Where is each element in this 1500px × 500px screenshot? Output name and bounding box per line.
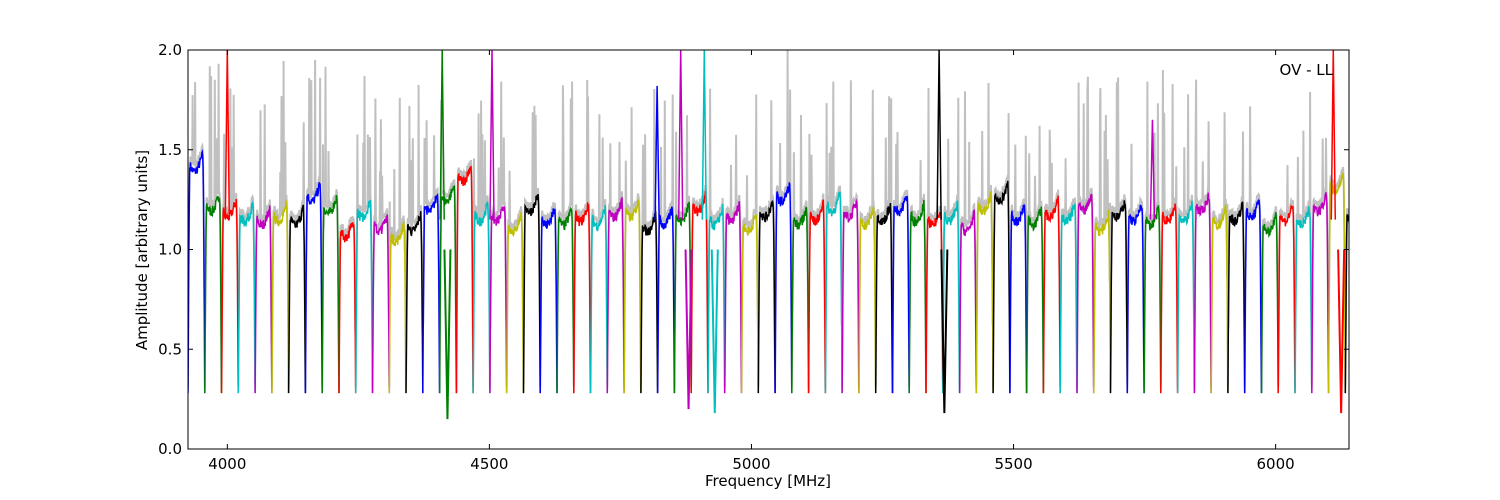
subband-series-30 — [690, 190, 709, 394]
subband-series-44 — [925, 211, 944, 394]
y-tick-label: 0.5 — [158, 340, 182, 358]
subband-series-group — [188, 50, 1349, 420]
subband-series-19 — [505, 212, 525, 394]
subband-series-61 — [1210, 204, 1229, 394]
subband-series-55 — [1109, 200, 1129, 394]
subband-series-18 — [489, 206, 508, 394]
subband-series-3 — [237, 200, 256, 394]
spike-1 — [439, 50, 445, 220]
subband-series-50 — [1025, 206, 1045, 394]
subband-series-63 — [1243, 198, 1263, 394]
subband-series-56 — [1126, 204, 1145, 394]
spike-5 — [701, 50, 708, 220]
subband-series-42 — [891, 195, 910, 394]
subband-series-35 — [774, 182, 793, 394]
subband-series-17 — [472, 201, 491, 394]
subband-series-16 — [455, 165, 474, 394]
dip-1 — [684, 249, 693, 410]
subband-series-31 — [707, 203, 726, 394]
subband-series-13 — [405, 211, 424, 394]
subband-series-32 — [723, 201, 743, 394]
subband-series-52 — [1059, 203, 1078, 394]
subband-series-28 — [656, 206, 676, 394]
x-tick-label: 4000 — [208, 455, 246, 473]
subband-series-38 — [824, 191, 843, 394]
subband-series-49 — [1009, 204, 1028, 394]
subband-series-12 — [388, 221, 407, 394]
subband-series-67 — [1311, 192, 1330, 394]
subband-series-58 — [1160, 203, 1179, 394]
subband-series-11 — [371, 214, 391, 394]
subband-series-22 — [556, 206, 575, 394]
x-axis-ticks: 4000 4500 5000 5500 6000 — [208, 50, 1295, 473]
spike-6 — [936, 50, 942, 220]
subband-series-20 — [522, 194, 541, 394]
x-tick-label: 5000 — [732, 455, 770, 473]
x-tick-label: 6000 — [1257, 455, 1295, 473]
spike-2 — [489, 50, 495, 220]
subband-series-15 — [438, 185, 458, 394]
subband-series-0 — [188, 148, 206, 394]
spike-8 — [1330, 50, 1337, 220]
dip-0 — [443, 249, 452, 420]
y-tick-label: 1.0 — [158, 241, 182, 259]
subband-series-41 — [874, 203, 894, 394]
subband-series-62 — [1227, 201, 1246, 394]
x-axis-label: Frequency [MHz] — [705, 472, 831, 490]
subband-series-14 — [422, 192, 441, 394]
subband-series-53 — [1076, 193, 1095, 394]
subband-series-45 — [942, 200, 961, 394]
subband-series-29 — [673, 201, 692, 394]
x-tick-label: 5500 — [994, 455, 1032, 473]
y-tick-label: 1.5 — [158, 141, 182, 159]
subband-series-37 — [807, 199, 827, 394]
subband-series-48 — [992, 180, 1011, 394]
plot-annotation: OV - LL — [1280, 61, 1334, 79]
y-tick-label: 0.0 — [158, 440, 182, 458]
spike-7 — [1149, 119, 1156, 220]
subband-series-57 — [1143, 205, 1162, 394]
y-tick-label: 2.0 — [158, 41, 182, 59]
dip-2 — [710, 249, 719, 414]
subband-series-10 — [354, 199, 374, 394]
subband-series-65 — [1277, 203, 1296, 394]
subband-series-46 — [958, 209, 978, 394]
subband-series-5 — [271, 198, 290, 394]
spike-0 — [224, 50, 231, 220]
subband-series-24 — [589, 205, 609, 394]
subband-series-59 — [1176, 200, 1196, 394]
subband-series-21 — [539, 208, 558, 394]
subband-series-7 — [304, 181, 323, 394]
x-tick-label: 4500 — [470, 455, 508, 473]
subband-series-34 — [757, 200, 776, 394]
subband-series-9 — [338, 221, 357, 394]
subband-series-54 — [1092, 209, 1112, 394]
subband-series-69 — [1344, 214, 1349, 394]
spike-4 — [677, 50, 684, 220]
subband-series-33 — [740, 213, 760, 394]
subband-series-40 — [858, 206, 877, 394]
subband-series-25 — [606, 197, 625, 394]
subband-series-6 — [287, 204, 307, 394]
spike-3 — [654, 85, 660, 220]
subband-series-47 — [975, 191, 994, 394]
subband-series-66 — [1294, 206, 1313, 394]
subband-series-43 — [908, 199, 927, 394]
subband-series-64 — [1260, 212, 1279, 394]
y-axis-label: Amplitude [arbitrary units] — [133, 150, 151, 350]
dip-3 — [940, 249, 949, 414]
subband-series-23 — [573, 202, 592, 394]
subband-series-36 — [791, 206, 810, 394]
subband-series-60 — [1193, 192, 1212, 394]
subband-series-1 — [204, 195, 223, 394]
subband-series-26 — [623, 199, 642, 394]
dip-4 — [1337, 249, 1346, 414]
subband-series-39 — [841, 198, 860, 394]
subband-series-51 — [1042, 195, 1061, 394]
subband-series-4 — [254, 205, 273, 394]
subband-series-8 — [321, 194, 340, 394]
y-axis-ticks: 0.0 0.5 1.0 1.5 2.0 — [158, 41, 1349, 458]
